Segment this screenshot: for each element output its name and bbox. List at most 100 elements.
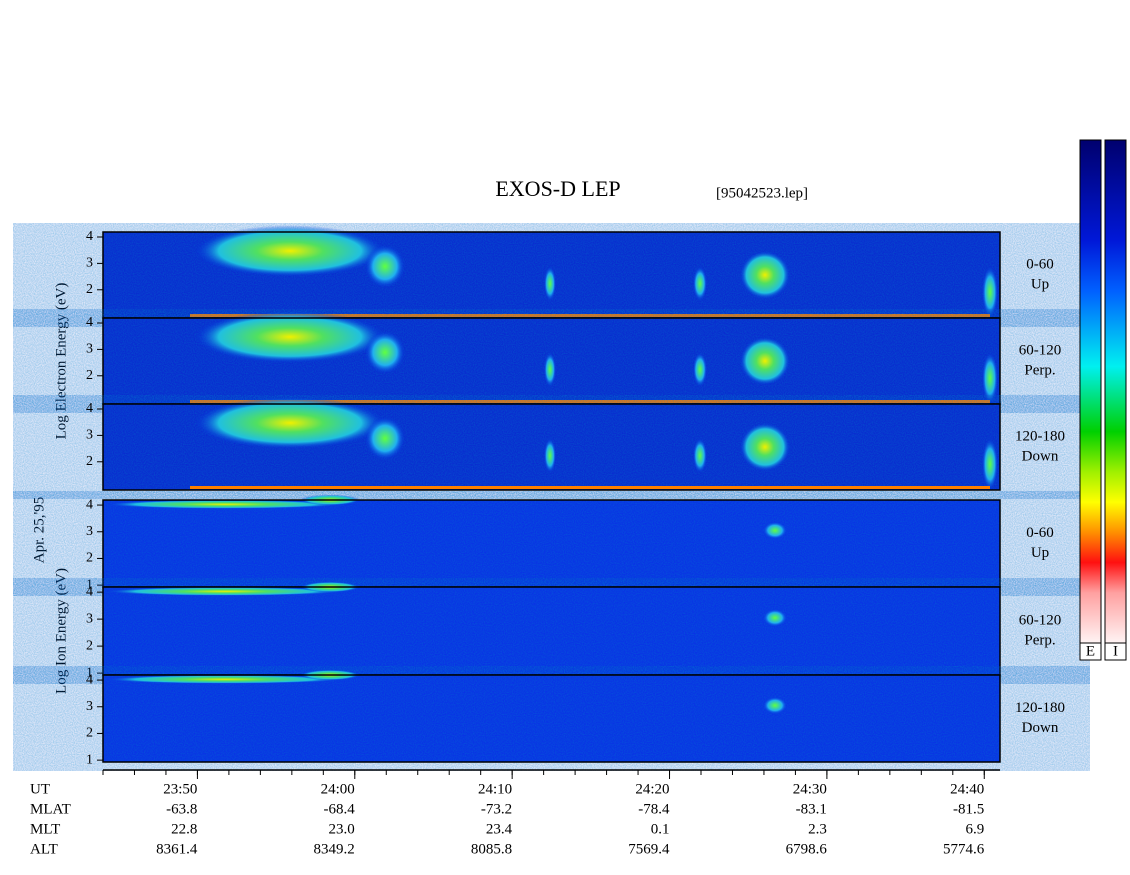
spectrogram-feature xyxy=(693,352,707,387)
ephemeris-value: -78.4 xyxy=(638,801,670,817)
y-tick-label: 3 xyxy=(86,524,93,539)
y-tick-label: 4 xyxy=(86,672,93,687)
panel-angle: 0-60 xyxy=(1026,256,1054,272)
spectrogram-feature xyxy=(740,336,790,386)
panel-frame xyxy=(102,674,1001,763)
panel-angle: 0-60 xyxy=(1026,525,1054,541)
panel-direction: Perp. xyxy=(1024,632,1055,648)
y-axis-label: Log Electron Energy (eV) xyxy=(53,283,69,440)
panel-direction: Down xyxy=(1022,448,1059,464)
panel-direction: Perp. xyxy=(1024,362,1055,378)
spectrogram-feature xyxy=(190,486,990,489)
x-tick-label: 24:40 xyxy=(950,781,984,797)
ephemeris-value: -83.1 xyxy=(796,801,827,817)
y-tick-label: 1 xyxy=(86,577,93,592)
panel-direction: Up xyxy=(1031,276,1049,292)
spectrogram-feature xyxy=(190,400,990,403)
y-tick-label: 2 xyxy=(86,454,93,469)
noise xyxy=(103,587,1000,675)
spectrogram-feature xyxy=(763,609,787,627)
color-bar xyxy=(1104,139,1127,644)
ephemeris-label: MLAT xyxy=(30,801,71,817)
y-tick-label: 3 xyxy=(86,342,93,357)
color-bar xyxy=(1079,139,1102,644)
y-tick-label: 2 xyxy=(86,368,93,383)
spectrogram-feature xyxy=(365,330,405,374)
color-bar-box xyxy=(1079,642,1102,661)
ephemeris-value: 8361.4 xyxy=(156,841,198,857)
spectrogram-feature xyxy=(693,438,707,473)
y-tick-label: 4 xyxy=(86,497,93,512)
y-tick-label: 1 xyxy=(86,752,93,767)
x-tick-label: 24:20 xyxy=(635,781,669,797)
panel-angle: 120-180 xyxy=(1015,700,1065,716)
x-tick-label: 24:10 xyxy=(478,781,512,797)
x-axis-label: UT xyxy=(30,781,50,797)
ephemeris-value: 6798.6 xyxy=(786,841,828,857)
spectrogram-feature xyxy=(365,416,405,460)
noise xyxy=(103,675,1000,762)
ephemeris-value: 2.3 xyxy=(808,821,827,837)
y-tick-label: 3 xyxy=(86,428,93,443)
file-name: [95042523.lep] xyxy=(716,185,808,201)
spectrogram-feature xyxy=(195,397,385,449)
ephemeris-value: -68.4 xyxy=(324,801,356,817)
noise xyxy=(103,500,1000,587)
spectrogram-feature xyxy=(544,352,556,387)
color-bar-box xyxy=(1104,642,1127,661)
spectrogram-feature xyxy=(195,311,385,363)
color-bar-label: E xyxy=(1086,643,1095,659)
ephemeris-value: -81.5 xyxy=(953,801,984,817)
color-bar-label: I xyxy=(1113,643,1118,659)
ephemeris-value: 22.8 xyxy=(171,821,197,837)
spectrogram-feature xyxy=(740,422,790,472)
ephemeris-value: 23.4 xyxy=(486,821,513,837)
y-tick-label: 2 xyxy=(86,638,93,653)
y-tick-label: 1 xyxy=(86,665,93,680)
y-tick-label: 2 xyxy=(86,551,93,566)
y-tick-label: 4 xyxy=(86,315,93,330)
ephemeris-label: ALT xyxy=(30,841,58,857)
x-tick-label: 24:30 xyxy=(793,781,827,797)
spectrogram-feature xyxy=(763,521,787,540)
ephemeris-value: 8085.8 xyxy=(471,841,512,857)
y-tick-label: 3 xyxy=(86,699,93,714)
ephemeris-value: 5774.6 xyxy=(943,841,985,857)
spectrogram-feature xyxy=(544,438,556,473)
ephemeris-value: 23.0 xyxy=(329,821,355,837)
spectrogram-feature xyxy=(763,696,787,715)
ephemeris-value: -73.2 xyxy=(481,801,512,817)
date-label: Apr. 25,'95 xyxy=(31,497,47,563)
spectrogram-feature xyxy=(544,266,556,301)
spectrogram-feature xyxy=(982,266,998,319)
x-tick-label: 24:00 xyxy=(321,781,355,797)
spectrogram-feature xyxy=(190,314,990,317)
spectrogram-feature xyxy=(105,500,345,509)
y-tick-label: 2 xyxy=(86,726,93,741)
panel-angle: 60-120 xyxy=(1019,612,1062,628)
panel-direction: Down xyxy=(1022,720,1059,736)
y-tick-label: 4 xyxy=(86,584,93,599)
spectrogram-feature xyxy=(105,587,345,596)
spectrogram-feature xyxy=(105,675,345,684)
chart-title: EXOS-D LEP xyxy=(495,176,620,201)
y-tick-label: 2 xyxy=(86,282,93,297)
panel-direction: Up xyxy=(1031,545,1049,561)
spectrogram-feature xyxy=(365,244,405,288)
panel-angle: 60-120 xyxy=(1019,342,1062,358)
spectrogram-feature xyxy=(740,250,790,300)
y-tick-label: 4 xyxy=(86,401,93,416)
y-axis-label: Log Ion Energy (eV) xyxy=(53,568,69,694)
spectrogram-feature xyxy=(982,438,998,491)
ephemeris-value: 6.9 xyxy=(966,821,985,837)
y-tick-label: 3 xyxy=(86,256,93,271)
y-tick-label: 3 xyxy=(86,611,93,626)
panel-angle: 120-180 xyxy=(1015,428,1065,444)
x-tick-label: 23:50 xyxy=(163,781,197,797)
ephemeris-label: MLT xyxy=(30,821,60,837)
y-tick-label: 4 xyxy=(86,229,93,244)
spectrogram-feature xyxy=(195,225,385,277)
ephemeris-value: 0.1 xyxy=(651,821,670,837)
ephemeris-value: 8349.2 xyxy=(314,841,355,857)
